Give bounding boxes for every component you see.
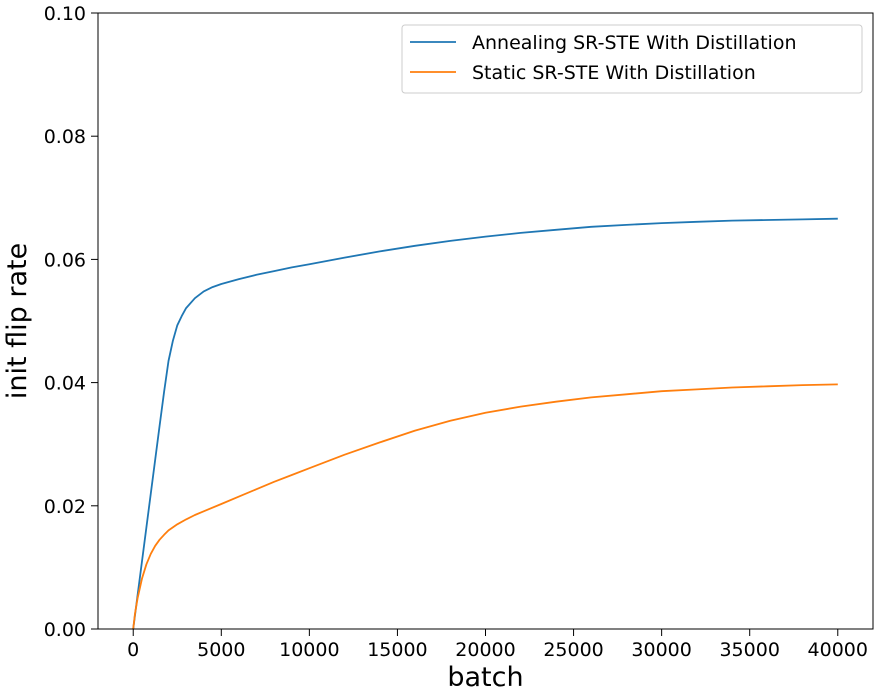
x-tick-label: 35000 bbox=[719, 639, 779, 661]
y-tick-label: 0.08 bbox=[44, 126, 86, 148]
x-tick-label: 25000 bbox=[543, 639, 603, 661]
legend-label: Static SR-STE With Distillation bbox=[472, 62, 756, 84]
plot-lines bbox=[132, 217, 838, 630]
x-axis-title: batch bbox=[447, 662, 523, 692]
y-axis-ticks: 0.00 0.02 0.04 0.06 0.08 0.10 bbox=[44, 3, 98, 641]
y-axis-title: init flip rate bbox=[2, 243, 33, 399]
y-tick-label: 0.04 bbox=[44, 373, 86, 395]
x-tick-label: 30000 bbox=[631, 639, 691, 661]
series-line-1 bbox=[132, 217, 838, 630]
x-tick-label: 0 bbox=[127, 639, 139, 661]
x-tick-label: 10000 bbox=[279, 639, 339, 661]
x-tick-label: 5000 bbox=[197, 639, 245, 661]
y-tick-label: 0.10 bbox=[44, 3, 86, 25]
x-axis-ticks: 0 5000 10000 15000 20000 25000 30000 35000 40000 bbox=[127, 629, 868, 661]
legend-box bbox=[401, 24, 863, 94]
y-tick-label: 0.00 bbox=[44, 619, 86, 641]
legend-label: Annealing SR-STE With Distillation bbox=[472, 32, 796, 54]
series-line-2 bbox=[132, 383, 838, 630]
y-tick-label: 0.02 bbox=[44, 496, 86, 518]
y-tick-label: 0.06 bbox=[44, 249, 86, 271]
x-tick-label: 20000 bbox=[455, 639, 515, 661]
x-tick-label: 40000 bbox=[808, 639, 868, 661]
x-tick-label: 15000 bbox=[367, 639, 427, 661]
plot-frame bbox=[97, 12, 874, 630]
legend: Annealing SR-STE With Distillation Static… bbox=[401, 24, 863, 94]
